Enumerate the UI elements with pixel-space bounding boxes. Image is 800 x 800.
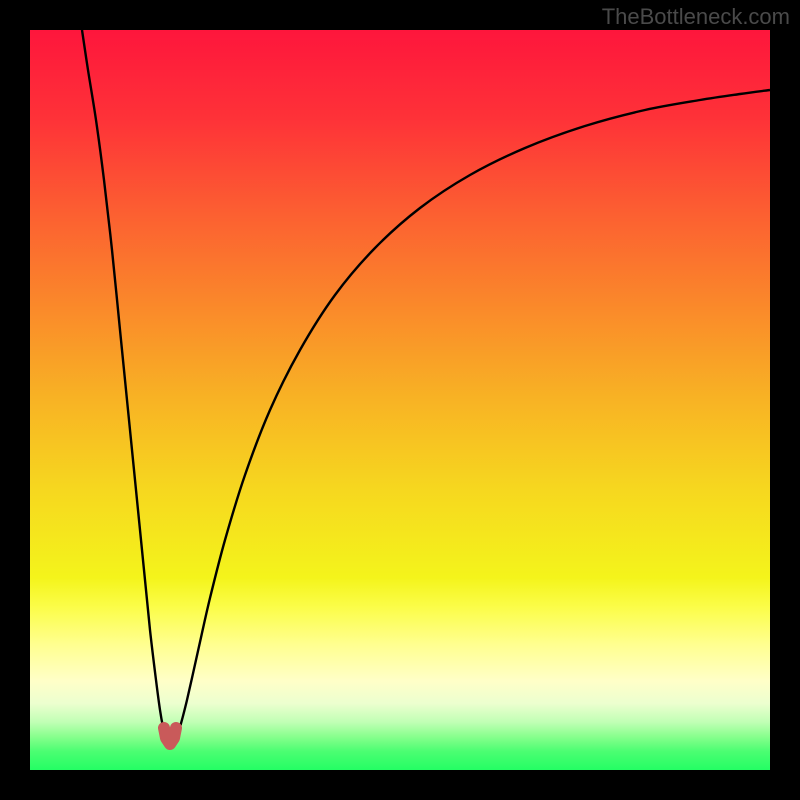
chart-container: TheBottleneck.com [0,0,800,800]
minimum-marker [164,728,176,744]
plot-area [30,30,770,770]
gradient-background [30,30,770,770]
chart-svg [30,30,770,770]
watermark-text: TheBottleneck.com [602,4,790,30]
